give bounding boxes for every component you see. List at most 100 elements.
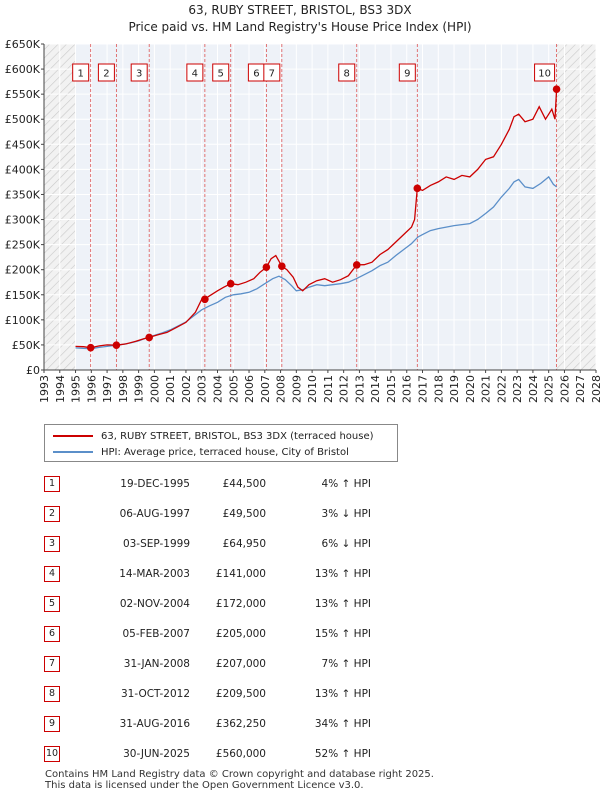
sale-price: £209,500 (215, 688, 266, 700)
chart-title: 63, RUBY STREET, BRISTOL, BS3 3DX (188, 3, 411, 17)
x-tick-label: 2015 (385, 375, 398, 403)
sale-number-badge: 6 (44, 626, 60, 642)
x-tick-label: 2020 (464, 375, 477, 403)
sale-point (201, 295, 209, 304)
x-tick-label: 2008 (275, 375, 288, 403)
y-tick-label: £200K (5, 264, 41, 277)
sale-label-box (130, 63, 148, 82)
sale-hpi-diff: 7% ↑ HPI (321, 658, 371, 670)
sale-label-text: 9 (404, 69, 410, 80)
x-tick-label: 1995 (70, 375, 83, 403)
price-chart: 63, RUBY STREET, BRISTOL, BS3 3DX Price … (5, 3, 600, 403)
sale-label-marker: 5 (212, 63, 230, 82)
sale-label-text: 6 (253, 69, 259, 80)
sale-price: £44,500 (222, 478, 266, 490)
sale-price: £141,000 (215, 568, 266, 580)
x-tick-label: 2006 (243, 375, 256, 403)
sale-number-badge: 9 (44, 716, 60, 732)
x-tick-label: 1998 (117, 375, 130, 403)
sale-point (278, 262, 286, 270)
sale-label-text: 4 (192, 69, 198, 80)
x-tick-label: 2023 (511, 375, 524, 403)
table-row: 8 31-OCT-2012 £209,500 13% ↑ HPI (0, 686, 600, 716)
sale-label-text: 3 (136, 69, 142, 80)
table-row: 5 02-NOV-2004 £172,000 13% ↑ HPI (0, 596, 600, 626)
sale-point (552, 85, 561, 93)
x-tick-label: 2003 (196, 375, 209, 403)
legend-item-property: 63, RUBY STREET, BRISTOL, BS3 3DX (terra… (53, 430, 374, 443)
sale-date: 19-DEC-1995 (120, 478, 190, 490)
y-tick-label: £300K (5, 214, 41, 227)
x-tick-label: 2024 (527, 375, 540, 403)
hatched-region (556, 44, 596, 370)
y-tick-label: £50K (12, 339, 41, 352)
x-tick-label: 2014 (369, 375, 382, 403)
sale-label-marker: 10 (534, 63, 556, 82)
sale-point (413, 184, 422, 193)
sale-point (226, 279, 235, 288)
plot-background (44, 44, 596, 370)
sale-price: £207,000 (215, 658, 266, 670)
sale-label-box (212, 63, 230, 82)
sale-hpi-diff: 52% ↑ HPI (314, 748, 371, 760)
sale-label-marker: 6 (247, 63, 265, 82)
x-tick-label: 2018 (432, 375, 445, 403)
table-row: 4 14-MAR-2003 £141,000 13% ↑ HPI (0, 566, 600, 596)
sale-label-marker: 2 (97, 63, 115, 82)
sale-label-marker: 9 (398, 63, 416, 82)
x-tick-label: 1997 (101, 375, 114, 403)
sale-point (145, 333, 153, 342)
x-tick-label: 2017 (417, 375, 430, 403)
sale-hpi-diff: 13% ↑ HPI (314, 568, 371, 580)
chart-subtitle: Price paid vs. HM Land Registry's House … (128, 20, 471, 34)
sale-date: 03-SEP-1999 (122, 538, 190, 550)
x-tick-label: 2000 (148, 375, 161, 403)
sale-label-text: 8 (344, 69, 350, 80)
x-tick-label: 1994 (54, 375, 67, 403)
chart-legend: 63, RUBY STREET, BRISTOL, BS3 3DX (terra… (44, 424, 398, 462)
sale-hpi-diff: 34% ↑ HPI (314, 718, 371, 730)
x-tick-label: 2028 (590, 375, 600, 403)
x-tick-label: 2010 (306, 375, 319, 403)
sale-point (352, 261, 361, 269)
sale-hpi-diff: 6% ↓ HPI (321, 538, 371, 550)
sale-point (112, 341, 121, 349)
x-tick-label: 2022 (495, 375, 508, 403)
sale-label-box (534, 63, 556, 82)
sale-date: 05-FEB-2007 (122, 628, 190, 640)
sale-label-box (263, 63, 281, 82)
y-tick-label: £600K (5, 63, 41, 76)
y-tick-label: £250K (5, 239, 41, 252)
sale-number-badge: 2 (44, 506, 60, 522)
y-tick-label: £450K (5, 138, 41, 151)
legend-swatch-hpi (53, 451, 93, 453)
x-tick-label: 2013 (353, 375, 366, 403)
sale-number-badge: 8 (44, 686, 60, 702)
x-tick-label: 2001 (164, 375, 177, 403)
table-row: 6 05-FEB-2007 £205,000 15% ↑ HPI (0, 626, 600, 656)
legend-swatch-property (53, 435, 93, 437)
table-row: 3 03-SEP-1999 £64,950 6% ↓ HPI (0, 536, 600, 566)
sale-price: £49,500 (222, 508, 266, 520)
x-tick-label: 2002 (180, 375, 193, 403)
sale-label-box (338, 63, 356, 82)
sale-label-marker: 3 (130, 63, 148, 82)
sale-date: 06-AUG-1997 (119, 508, 190, 520)
sale-date: 02-NOV-2004 (119, 598, 190, 610)
sale-point (262, 263, 271, 271)
sale-price: £205,000 (215, 628, 266, 640)
x-tick-label: 2025 (543, 375, 556, 403)
sale-label-marker: 8 (338, 63, 356, 82)
sale-hpi-diff: 13% ↑ HPI (314, 598, 371, 610)
table-row: 9 31-AUG-2016 £362,250 34% ↑ HPI (0, 716, 600, 746)
sale-price: £560,000 (215, 748, 266, 760)
sale-date: 31-AUG-2016 (119, 718, 190, 730)
y-tick-label: £150K (5, 289, 41, 302)
sale-label-box (97, 63, 115, 82)
sale-label-box (72, 63, 90, 82)
legend-label-hpi: HPI: Average price, terraced house, City… (101, 447, 349, 458)
sale-number-badge: 3 (44, 536, 60, 552)
y-tick-label: £500K (5, 113, 41, 126)
footer-copyright: Contains HM Land Registry data © Crown c… (45, 769, 434, 780)
x-tick-label: 2021 (480, 375, 493, 403)
